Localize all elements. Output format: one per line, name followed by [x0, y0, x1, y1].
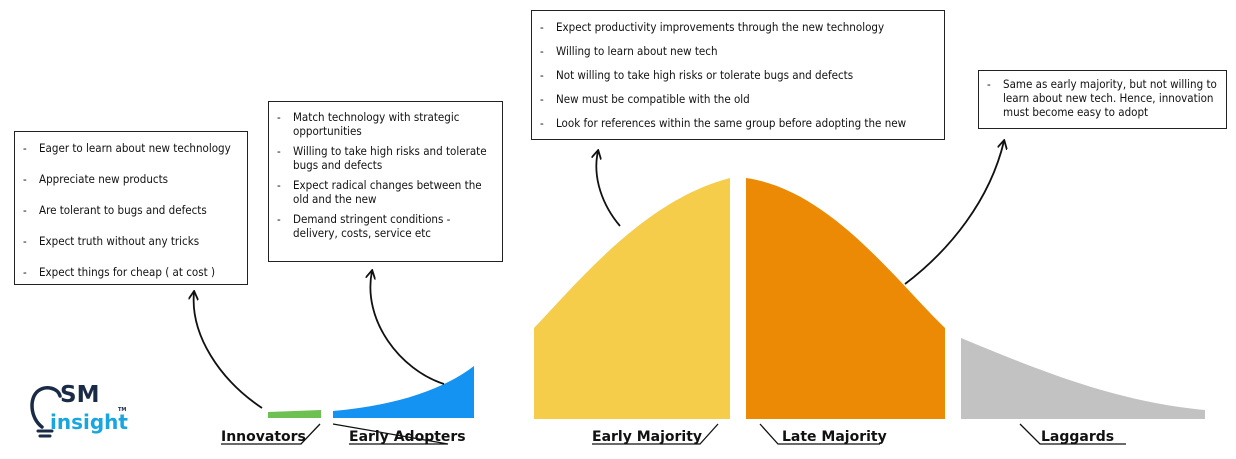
innovators-traits-box: Eager to learn about new technology Appre…: [14, 131, 248, 285]
innovators-label: Innovators: [221, 429, 306, 445]
early-majority-segment: [534, 178, 730, 419]
laggards-arrow: [904, 141, 1004, 285]
trait-item: Same as early majority, but not willing …: [985, 77, 1220, 119]
early-adopters-traits-list: Match technology with strategic opportun…: [275, 110, 496, 240]
early-majority-arrow: [596, 151, 621, 227]
trait-item: New must be compatible with the old: [538, 92, 938, 106]
innovators-segment: [268, 410, 321, 418]
trait-item: Match technology with strategic opportun…: [275, 110, 496, 138]
early-majority-traits-list: Expect productivity improvements through…: [538, 20, 938, 130]
early-adopters-label-group: Early Adopters: [332, 423, 466, 445]
trait-item: Demand stringent conditions - delivery, …: [275, 212, 496, 240]
trait-item: Not willing to take high risks or tolera…: [538, 68, 938, 82]
trait-item: Look for references within the same grou…: [538, 116, 938, 130]
trait-item: Appreciate new products: [21, 172, 241, 186]
early-majority-traits-box: Expect productivity improvements through…: [531, 10, 945, 140]
early-majority-label: Early Majority: [592, 429, 702, 445]
lightbulb-icon: [30, 386, 62, 438]
early-adopters-segment: [333, 366, 474, 418]
late-majority-label-group: Late Majority: [759, 423, 887, 445]
late-majority-segment: [746, 178, 945, 419]
logo-bottom-text: insight: [50, 410, 128, 434]
trait-item: Eager to learn about new technology: [21, 141, 241, 155]
laggards-segment: [961, 338, 1205, 419]
logo-top-text: SM: [60, 382, 99, 408]
trait-item: Expect productivity improvements through…: [538, 20, 938, 34]
early-adopters-traits-box: Match technology with strategic opportun…: [268, 101, 503, 262]
trait-item: Expect truth without any tricks: [21, 234, 241, 248]
trait-item: Willing to learn about new tech: [538, 44, 938, 58]
laggards-traits-box: Same as early majority, but not willing …: [978, 70, 1227, 129]
early-adopters-arrow: [370, 271, 445, 385]
trait-item: Are tolerant to bugs and defects: [21, 203, 241, 217]
innovators-traits-list: Eager to learn about new technology Appre…: [21, 141, 241, 279]
early-majority-label-group: Early Majority: [592, 423, 719, 445]
laggards-label-group: Laggards: [1019, 423, 1126, 445]
trait-item: Willing to take high risks and tolerate …: [275, 144, 496, 172]
innovators-label-group: Innovators: [221, 423, 321, 445]
laggards-label: Laggards: [1041, 429, 1114, 445]
early-adopters-label: Early Adopters: [349, 429, 466, 445]
sm-insight-logo: SM insight TM: [30, 382, 128, 438]
logo-trademark: TM: [118, 407, 126, 413]
late-majority-label: Late Majority: [782, 429, 887, 445]
trait-item: Expect things for cheap ( at cost ): [21, 265, 241, 279]
trait-item: Expect radical changes between the old a…: [275, 178, 496, 206]
laggards-traits-list: Same as early majority, but not willing …: [985, 77, 1220, 119]
innovators-arrow: [194, 292, 263, 409]
